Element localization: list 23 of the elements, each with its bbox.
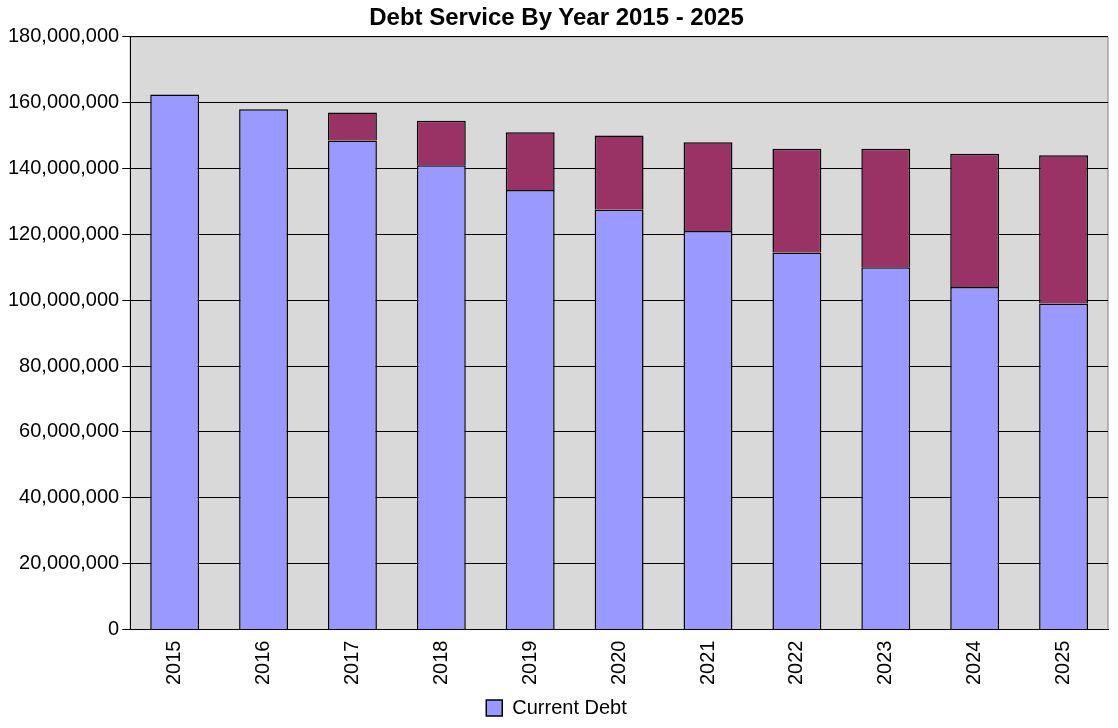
y-tick-label: 140,000,000 [7,156,120,179]
y-tick-label: 180,000,000 [7,24,120,47]
y-tick-label: 40,000,000 [19,485,120,508]
x-tick-label: 2016 [251,640,274,686]
y-tick-label: 0 [108,617,120,640]
x-tick-label: 2019 [517,640,540,686]
x-tick-label: 2017 [339,640,362,686]
y-tick-label: 60,000,000 [19,419,120,442]
legend-label: Current Debt [512,695,628,718]
x-tick-label: 2018 [428,640,451,686]
y-tick-label: 160,000,000 [7,90,120,113]
x-tick-label: 2015 [162,640,185,686]
x-tick-label: 2023 [873,640,896,686]
x-tick-label: 2025 [1051,640,1074,686]
x-tick-label: 2020 [606,640,629,686]
y-tick-label: 100,000,000 [7,287,120,310]
y-tick-label: 120,000,000 [7,221,120,244]
x-tick-label: 2022 [784,640,807,686]
x-tick-label: 2021 [695,640,718,686]
y-tick-label: 20,000,000 [19,551,120,574]
y-tick-label: 80,000,000 [19,353,120,376]
x-tick-label: 2024 [962,640,985,686]
chart-title: Debt Service By Year 2015 - 2025 [369,3,744,31]
